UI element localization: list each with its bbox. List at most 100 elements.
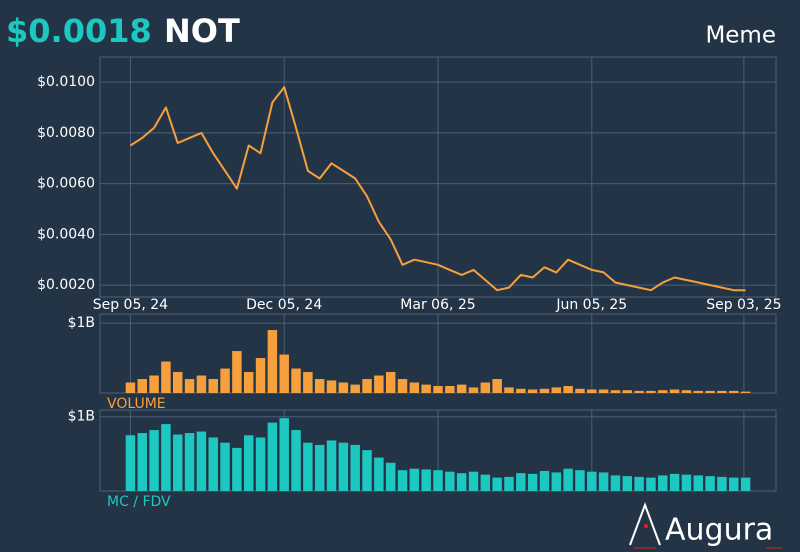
bar — [184, 379, 195, 393]
bar — [551, 472, 562, 491]
bar — [161, 361, 171, 393]
bar — [374, 457, 384, 491]
bar — [149, 375, 159, 393]
bar — [445, 386, 455, 393]
bar — [740, 477, 751, 491]
bar — [634, 476, 644, 491]
bar — [539, 388, 550, 393]
bar — [681, 390, 692, 393]
bar — [279, 418, 289, 491]
bar — [243, 435, 254, 491]
bar — [279, 354, 289, 393]
bar — [587, 389, 597, 393]
bar — [634, 390, 644, 393]
bar — [598, 389, 609, 393]
bar — [563, 386, 573, 393]
bar — [693, 475, 703, 491]
bar — [516, 473, 526, 491]
bar — [232, 447, 242, 491]
bar — [303, 372, 313, 393]
brand-logo — [629, 502, 782, 549]
panel-label: VOLUME — [107, 396, 166, 412]
bar — [173, 372, 183, 393]
bar — [173, 434, 183, 491]
category: Meme — [705, 23, 776, 49]
bar — [125, 435, 136, 491]
bar — [267, 330, 278, 393]
bar — [291, 368, 301, 393]
bar — [480, 474, 491, 491]
bar — [208, 379, 218, 393]
bar — [291, 430, 301, 491]
bar — [527, 473, 538, 491]
bar — [374, 375, 384, 393]
bar — [563, 468, 573, 491]
bar — [492, 379, 502, 393]
bar — [326, 380, 337, 393]
bar — [385, 372, 396, 393]
bar — [220, 368, 230, 393]
bar — [705, 476, 715, 491]
bar — [516, 388, 526, 393]
bar — [740, 391, 751, 393]
bar — [693, 390, 703, 393]
bar — [610, 390, 621, 393]
bar — [456, 473, 467, 491]
bar — [610, 475, 621, 491]
x-tick-label: Jun 05, 25 — [555, 297, 627, 313]
bar — [137, 379, 147, 393]
bar — [587, 471, 597, 491]
bar — [255, 437, 266, 491]
bar — [161, 424, 171, 491]
bar — [196, 375, 207, 393]
x-tick-label: Sep 05, 24 — [93, 297, 168, 313]
bar — [196, 431, 207, 491]
bar — [527, 389, 538, 393]
bar — [717, 476, 727, 491]
bar — [326, 440, 337, 491]
bar — [539, 470, 550, 491]
y-tick-label: $1B — [68, 409, 95, 425]
panel-label: MC / FDV — [107, 494, 171, 510]
bar — [362, 450, 372, 491]
bar — [338, 382, 349, 393]
bar — [669, 473, 680, 491]
bar — [232, 351, 242, 393]
y-tick-label: $0.0080 — [37, 125, 95, 141]
x-tick-label: Sep 03, 25 — [706, 297, 781, 313]
bar — [243, 372, 254, 393]
bar — [480, 382, 491, 393]
bar — [598, 472, 609, 491]
bar — [551, 387, 562, 393]
bar — [717, 390, 727, 393]
y-tick-label: $0.0040 — [37, 226, 95, 242]
bar — [421, 469, 431, 491]
bar — [504, 476, 514, 491]
bar — [303, 442, 313, 491]
bar — [208, 437, 218, 491]
bar — [338, 442, 349, 491]
bar — [385, 462, 396, 491]
bar — [575, 470, 585, 491]
bar — [314, 444, 325, 491]
bar — [433, 470, 443, 491]
bar — [314, 379, 325, 393]
bar — [658, 475, 668, 491]
x-tick-label: Dec 05, 24 — [246, 297, 322, 313]
bar — [409, 468, 420, 491]
bar — [397, 470, 408, 491]
bar — [575, 388, 585, 393]
bar — [397, 379, 408, 393]
bar — [669, 389, 680, 393]
bar — [409, 382, 420, 393]
y-tick-label: $0.0060 — [37, 176, 95, 192]
bar — [729, 477, 739, 491]
bar — [705, 390, 715, 393]
y-tick-label: $1B — [68, 315, 95, 331]
bar — [504, 387, 514, 393]
y-tick-label: $0.0100 — [37, 74, 95, 90]
brand: Augura — [665, 513, 773, 548]
price: $0.0018 — [6, 12, 152, 50]
